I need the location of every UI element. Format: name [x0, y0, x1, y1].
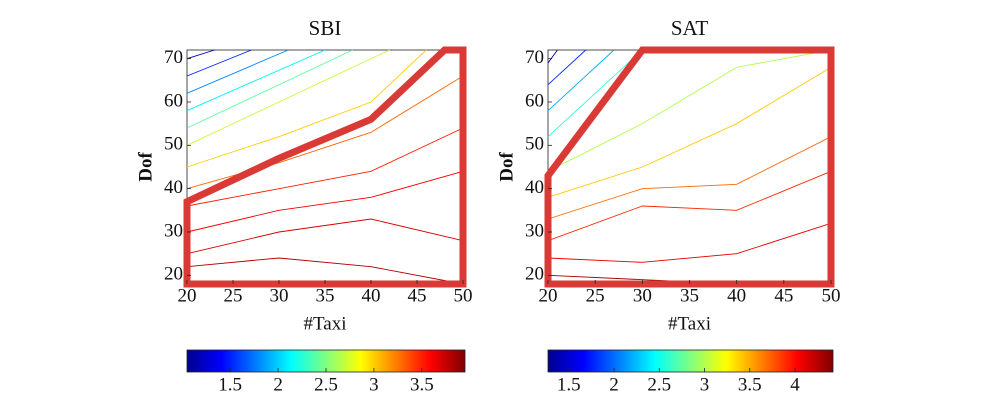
x-tick-label: 40 — [362, 285, 381, 306]
colorbar-tick-label: 3.5 — [410, 374, 434, 395]
feasible-region — [183, 46, 467, 288]
contour-line — [547, 66, 832, 198]
x-tick-label: 45 — [774, 285, 793, 306]
y-tick-label: 60 — [525, 90, 544, 111]
colorbar-tick-label: 3 — [700, 374, 710, 395]
x-tick-label: 30 — [270, 285, 289, 306]
x-tick-label: 20 — [178, 285, 197, 306]
x-tick-label: 45 — [408, 285, 427, 306]
contour-line — [186, 49, 289, 94]
x-tick-label: 30 — [633, 285, 652, 306]
contour-line — [186, 127, 464, 207]
x-tick-label: 50 — [822, 285, 841, 306]
contour-line — [547, 49, 587, 85]
x-tick-label: 25 — [586, 285, 605, 306]
y-tick-label: 40 — [164, 177, 183, 198]
y-tick-label: 20 — [525, 264, 544, 285]
x-tick-label: 20 — [539, 285, 558, 306]
colorbar-tick-label: 3.5 — [738, 374, 762, 395]
colorbar-tick-label: 1.5 — [557, 374, 581, 395]
y-axis-label: Dof — [135, 152, 156, 182]
x-tick-label: 35 — [680, 285, 699, 306]
x-tick-label: 25 — [224, 285, 243, 306]
colorbar-tick-label: 3 — [369, 374, 379, 395]
y-tick-label: 50 — [525, 134, 544, 155]
contour-line — [547, 222, 832, 263]
contour-line — [547, 170, 832, 242]
y-tick-label: 30 — [525, 220, 544, 241]
y-tick-label: 20 — [164, 264, 183, 285]
y-tick-label: 60 — [164, 90, 183, 111]
contour-line — [547, 49, 558, 64]
contour-line — [186, 49, 390, 146]
y-tick-label: 70 — [525, 47, 544, 68]
colorbar-tick-label: 2 — [609, 374, 619, 395]
contour-line — [186, 218, 464, 255]
contour-line — [547, 136, 832, 220]
colorbar-tick-label: 2.5 — [647, 374, 671, 395]
y-axis-label: Dof — [496, 152, 517, 182]
y-tick-label: 70 — [164, 47, 183, 68]
x-axis-label: #Taxi — [668, 313, 711, 334]
plot-area — [186, 49, 464, 285]
x-tick-label: 50 — [454, 285, 473, 306]
contour-line — [186, 49, 326, 112]
x-tick-label: 40 — [727, 285, 746, 306]
contour-line — [547, 49, 643, 137]
x-tick-label: 35 — [316, 285, 335, 306]
colorbar — [547, 349, 834, 373]
y-tick-label: 50 — [164, 134, 183, 155]
colorbar-tick-label: 2 — [273, 374, 283, 395]
chart-title: SAT — [671, 16, 709, 40]
plot-area — [547, 49, 832, 285]
contour-line — [186, 49, 427, 168]
x-axis-label: #Taxi — [304, 313, 347, 334]
contour-line — [186, 49, 215, 60]
contour-line — [186, 49, 252, 77]
colorbar-tick-label: 4 — [790, 374, 800, 395]
contour-line — [547, 49, 615, 111]
contour-line — [186, 170, 464, 233]
y-tick-label: 30 — [164, 220, 183, 241]
chart-title: SBI — [309, 16, 342, 40]
colorbar-tick-label: 2.5 — [314, 374, 338, 395]
y-tick-label: 40 — [525, 177, 544, 198]
contour-line — [186, 49, 353, 129]
contour-line — [547, 49, 832, 172]
contour-line — [186, 257, 464, 285]
contour-line — [186, 75, 464, 190]
colorbar-tick-label: 1.5 — [218, 374, 242, 395]
